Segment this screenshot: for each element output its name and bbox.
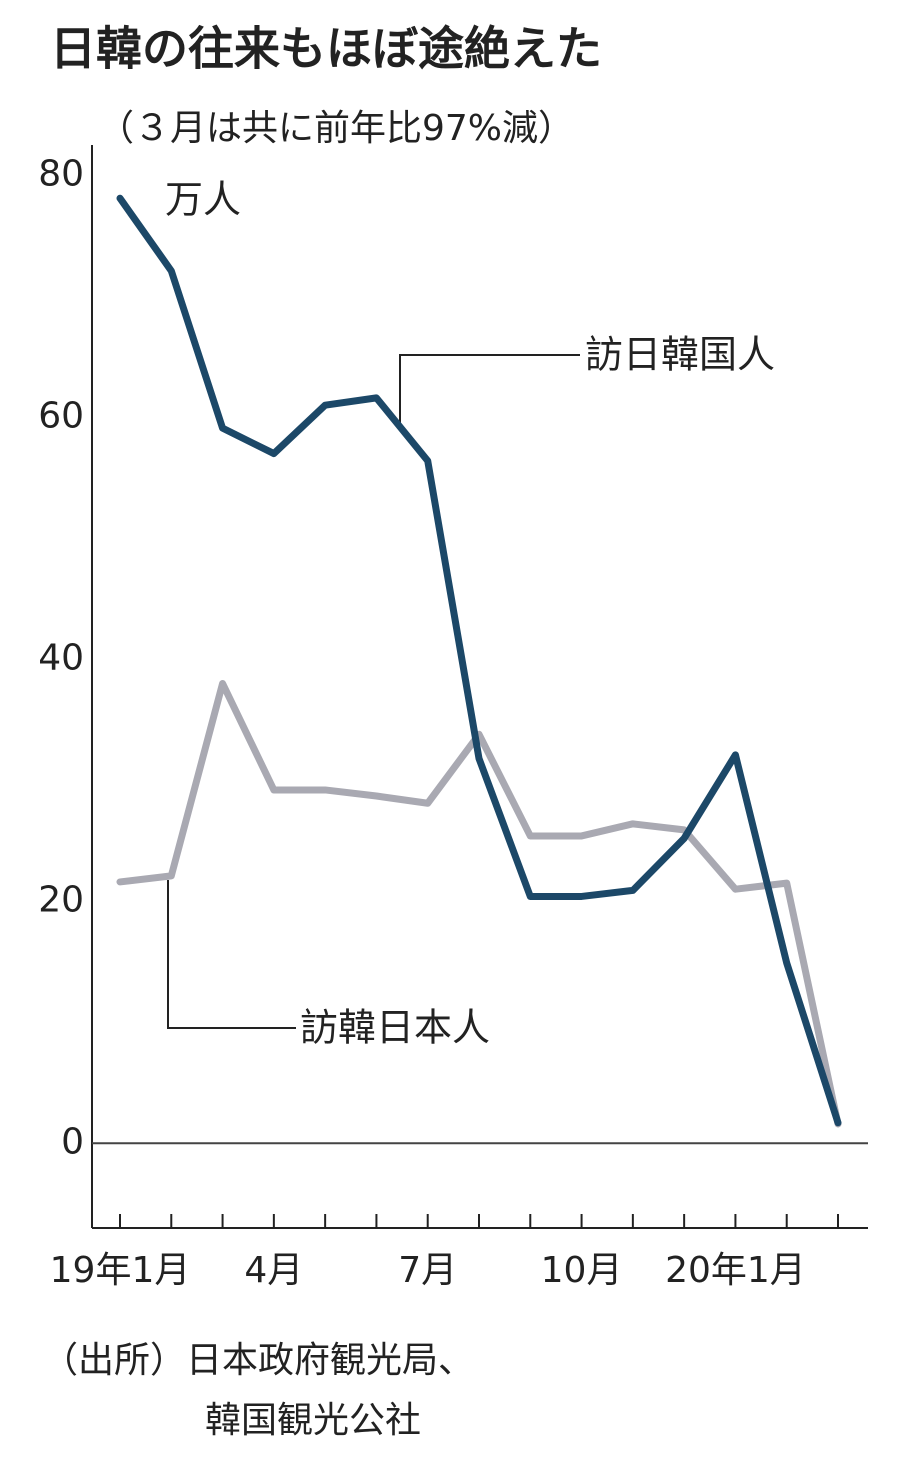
chart-subtitle: （３月は共に前年比97%減） [98, 108, 574, 149]
source: 韓国観光公社 [205, 1400, 421, 1441]
y-tick-label: 0 [61, 1121, 84, 1162]
data-line [116, 194, 842, 1127]
y-unit: 万人 [165, 178, 241, 222]
data-line [116, 679, 842, 1128]
source: （出所）日本政府観光局、 [42, 1340, 474, 1381]
x-tick-label: 10月 [541, 1250, 623, 1291]
y-tick-label: 60 [38, 395, 84, 436]
series-label: 訪日韓国人 [585, 333, 775, 377]
leader-line [167, 880, 296, 1029]
y-tick-label: 80 [38, 153, 84, 194]
x-tick-label: 7月 [398, 1250, 457, 1291]
series-label: 訪韓日本人 [300, 1006, 490, 1050]
y-tick-label: 20 [38, 879, 84, 920]
x-tick-label: 20年1月 [665, 1250, 806, 1291]
chart-title: 日韓の往来もほぼ途絶えた [50, 22, 602, 76]
leader-line [399, 354, 580, 430]
x-tick-label: 4月 [244, 1250, 303, 1291]
y-tick-label: 40 [38, 637, 84, 678]
x-tick-label: 19年1月 [50, 1250, 191, 1291]
